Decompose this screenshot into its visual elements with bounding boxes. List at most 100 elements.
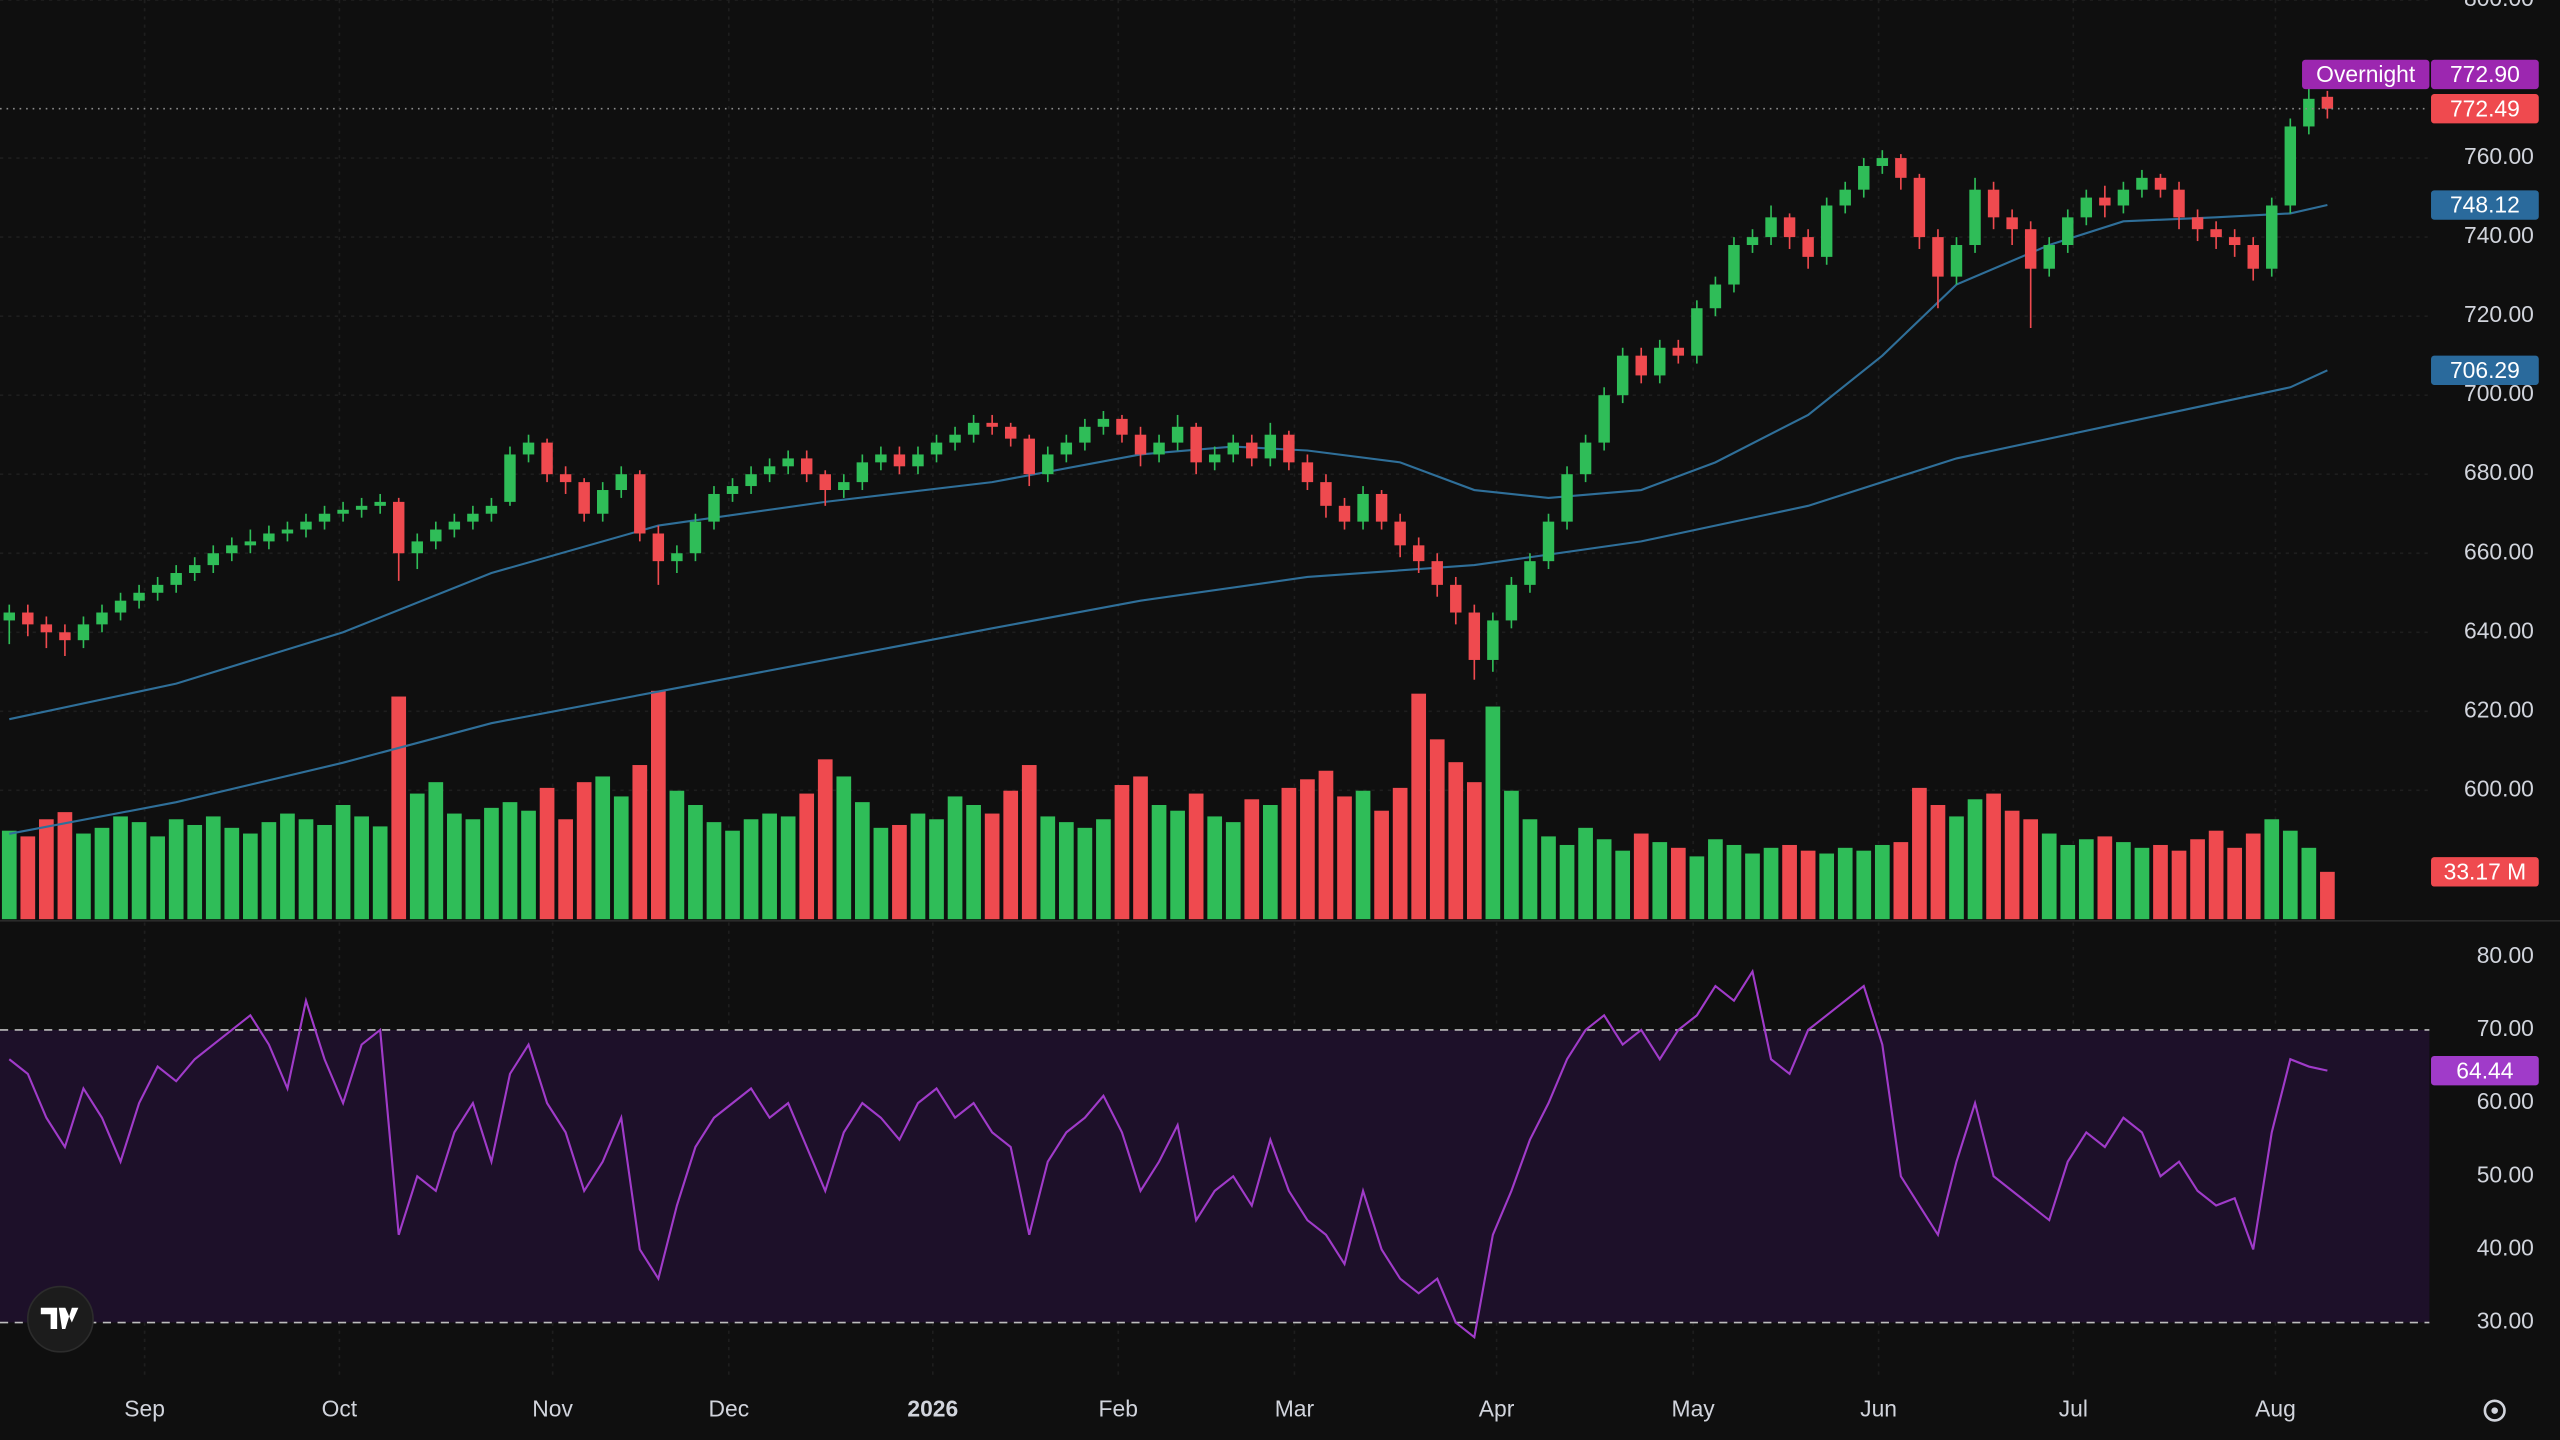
volume-bar [168,819,184,920]
volume-bar [2078,839,2094,920]
volume-bar [2116,842,2131,920]
rsi-line [8,968,2328,1340]
volume-bar [2060,844,2076,920]
volume-bar [1170,810,1185,920]
candle-body [1134,434,1147,455]
candle-body [1709,284,1722,309]
candle-body [300,521,312,530]
candle-body [1802,237,1814,257]
candle-body [2080,197,2093,218]
candle-body [2228,237,2241,246]
volume-bar [502,802,518,920]
volume-bar [1856,850,1872,920]
candle-body [1598,395,1610,443]
volume-bar [1355,790,1371,920]
volume-bar [1670,847,1686,920]
volume-bar [1949,816,1964,920]
volume-bar [817,759,833,920]
volume-bar [1114,785,1130,920]
y-tick-label: 80.00 [2477,942,2534,968]
candle-body [1357,493,1369,522]
volume-bar [1244,799,1260,920]
volume-bar [558,819,573,920]
logo[interactable] [26,1285,94,1353]
volume-bar [910,813,926,920]
candle-body [1116,418,1128,435]
candle-body [374,501,386,506]
volume-bar [632,765,648,920]
volume-bar [1726,844,1742,920]
settings-gear-center[interactable] [2491,1407,2498,1414]
candle-body [355,505,368,510]
y-tick-label: 740.00 [2464,222,2534,248]
candle-body [411,541,423,554]
rsi-band [0,1029,2430,1323]
candle-body [1950,245,1963,277]
volume-bar [725,830,740,920]
volume-tag-box [2431,857,2539,887]
settings-button[interactable] [2483,1399,2506,1422]
volume-bar [261,822,277,920]
candle-body [1338,505,1351,522]
candle-body [671,553,683,562]
candle-body [1468,612,1481,660]
volume-bar [1318,770,1334,920]
volume-bar [1337,796,1352,920]
candle-body [2136,177,2148,190]
volume-bar [1411,693,1427,920]
logo-badge[interactable] [26,1285,94,1353]
moving-average-tag-box [2431,355,2539,386]
candle-body [1208,454,1221,463]
x-tick-label: Oct [322,1396,358,1422]
candle-body [726,486,739,494]
volume-bar [780,816,796,920]
volume-bar [2097,836,2113,920]
candle-body [1635,355,1647,376]
settings-gear[interactable] [2483,1399,2506,1422]
y-tick-label: 60.00 [2477,1088,2534,1114]
volume-bar [1096,819,1111,920]
logo-mark[interactable] [40,1307,79,1329]
moving-average-tag-text: 706.29 [2450,357,2520,383]
volume-bar [2245,833,2261,920]
volume-bar [762,813,777,920]
candle-body [1246,442,1258,459]
candle-body [430,529,442,542]
volume-bar [1652,842,1668,920]
candle-body [1876,158,1889,166]
candle-body [949,434,961,443]
moving-average-tag-box [2431,190,2539,220]
volume-bar [2190,839,2205,920]
candle-body [1301,462,1314,483]
volume-bar [966,804,981,920]
volume-bar [484,807,499,920]
volume-bar [1689,856,1705,920]
y-tick-label: 640.00 [2464,617,2534,643]
volume-bar [539,787,555,920]
volume-bar [1207,816,1223,920]
volume-bar [650,690,666,920]
x-tick-label: Apr [1479,1396,1515,1422]
volume-bar [2171,850,2187,920]
volume-bar [224,827,240,920]
volume-bar [1448,762,1464,920]
x-tick-label: 2026 [907,1396,958,1422]
candle-body [1579,442,1592,475]
candle-body [59,632,71,641]
candle-body [1153,442,1165,455]
candle-body [522,442,535,455]
candle-body [504,454,516,502]
volume-bar [1,830,17,920]
candle-body [763,466,776,475]
candle-body [2210,229,2222,238]
volume-bar [1040,816,1056,920]
volume-bar [1281,787,1297,920]
candle-body [244,541,257,546]
volume-bar [706,822,722,920]
volume-bar [372,826,388,920]
candle-body [151,584,164,593]
candle-body [77,624,90,641]
candle-body [2247,245,2259,269]
candle-body [615,474,627,491]
